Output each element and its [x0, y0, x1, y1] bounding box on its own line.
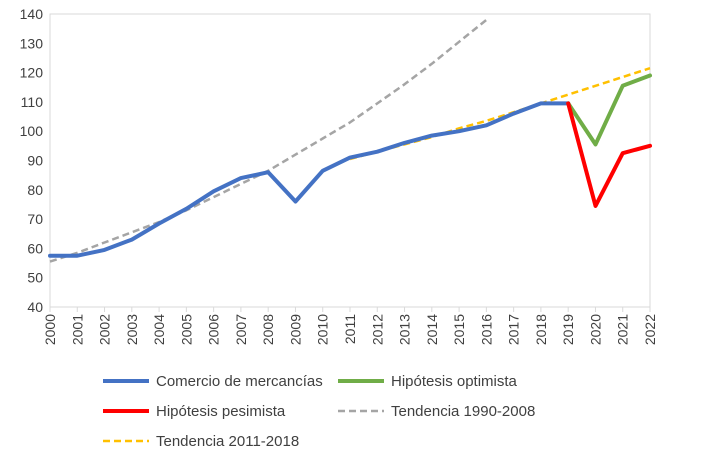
- x-tick-label: 2004: [151, 314, 167, 345]
- y-tick-label: 100: [20, 123, 44, 139]
- y-tick-label: 90: [27, 153, 43, 169]
- x-tick-label: 2014: [424, 314, 440, 345]
- y-tick-label: 60: [27, 240, 43, 256]
- y-tick-label: 80: [27, 182, 43, 198]
- x-tick-label: 2020: [587, 314, 603, 345]
- series-line-tendencia-2011-2018: [349, 67, 651, 161]
- legend-item: Hipótesis optimista: [338, 373, 518, 390]
- series-lines: [48, 18, 652, 263]
- x-tick-label: 2019: [560, 314, 576, 345]
- y-tick-label: 50: [27, 270, 43, 286]
- series-line-comercio-de-mercancias: [48, 101, 571, 258]
- x-tick-label: 2007: [233, 314, 249, 345]
- legend: Comercio de mercancías Hipótesis optimist…: [103, 373, 535, 450]
- x-tick-label: 2006: [206, 314, 222, 345]
- x-tick-label: 2015: [451, 314, 467, 345]
- x-tick-label: 2005: [178, 314, 194, 345]
- x-tick-label: 2003: [124, 314, 140, 345]
- series-line-tendencia-1990-2008: [49, 18, 488, 263]
- x-tick-label: 2011: [342, 314, 358, 344]
- y-tick-label: 40: [27, 299, 43, 315]
- x-tick-label: 2008: [260, 314, 276, 345]
- legend-item: Tendencia 2011-2018: [103, 433, 299, 450]
- plot-frame: [49, 13, 651, 308]
- x-tick-label: 2001: [69, 314, 85, 345]
- x-tick-label: 2018: [533, 314, 549, 345]
- x-tick-label: 2017: [506, 314, 522, 345]
- legend-label: Comercio de mercancías: [156, 373, 323, 390]
- axes: 40 50 60 70 80 90 100 110 120 130 140 2000 2001 2002 2…: [20, 6, 658, 345]
- legend-item: Tendencia 1990-2008: [338, 403, 535, 420]
- x-tick-label: 2013: [397, 314, 413, 345]
- legend-label: Tendencia 2011-2018: [156, 433, 299, 450]
- legend-label: Hipótesis optimista: [391, 373, 518, 390]
- y-tick-label: 140: [20, 6, 44, 22]
- y-tick-label: 120: [20, 65, 44, 81]
- y-tick-label: 130: [20, 35, 44, 51]
- legend-item: Hipótesis pesimista: [103, 403, 286, 420]
- series-line-hipotesis-pesimista: [566, 101, 652, 208]
- x-tick-label: 2021: [615, 314, 631, 345]
- x-tick-label: 2010: [315, 314, 331, 345]
- legend-label: Tendencia 1990-2008: [391, 403, 535, 420]
- y-tick-label: 70: [27, 211, 43, 227]
- legend-item: Comercio de mercancías: [103, 373, 323, 390]
- y-tick-label: 110: [21, 94, 44, 110]
- x-tick-label: 2002: [97, 314, 113, 345]
- x-tick-label: 2022: [642, 314, 658, 345]
- x-tick-label: 2016: [478, 314, 494, 345]
- x-tick-label: 2012: [369, 314, 385, 345]
- x-tick-label: 2009: [287, 314, 303, 345]
- x-tick-label: 2000: [42, 314, 58, 345]
- series-line-hipotesis-optimista: [566, 73, 652, 147]
- legend-label: Hipótesis pesimista: [156, 403, 286, 420]
